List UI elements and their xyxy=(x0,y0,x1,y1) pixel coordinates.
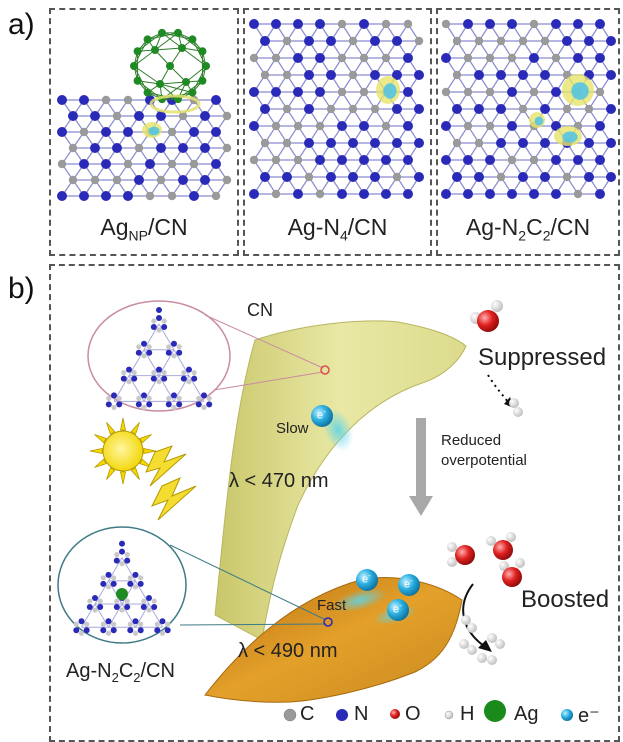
electron-fast-1 xyxy=(356,569,378,591)
panel-a-box-agn4 xyxy=(243,8,432,256)
ag-n2c2-cn-label: Ag-N2C2/CN xyxy=(66,660,175,685)
cn-leader-bottom xyxy=(213,371,324,391)
legend-e-label: e⁻ xyxy=(578,705,600,727)
suppressed-arrow xyxy=(487,374,509,403)
water-molecule xyxy=(499,558,525,587)
hydrogen-molecule xyxy=(459,615,505,665)
hydrogen-molecule xyxy=(509,398,523,417)
electron-fast-1-label: e- xyxy=(362,571,371,586)
panel-a-box-agn2c2 xyxy=(436,8,620,256)
slow-label: Slow xyxy=(276,420,309,437)
electron-fast-3-label: e- xyxy=(393,601,402,616)
charge-density-agn2c2-3 xyxy=(529,112,545,128)
ag-leader-top xyxy=(169,544,327,621)
legend-n-label: N xyxy=(354,703,369,725)
legend-o-sphere xyxy=(390,709,400,719)
charge-density-agnp xyxy=(142,122,162,138)
caption-agn2c2: Ag-N2C2/CN xyxy=(465,214,591,244)
legend-n-sphere xyxy=(336,709,348,721)
legend-ag-label: Ag xyxy=(514,703,539,725)
charge-density-agn2c2-1 xyxy=(562,74,594,106)
charge-density-agn4 xyxy=(376,76,400,104)
cn-zoom-point xyxy=(320,365,330,375)
cn-leader-top xyxy=(204,314,324,369)
lambda-bottom-label: λ < 490 nm xyxy=(238,640,338,662)
electron-slow-label: e- xyxy=(317,407,326,422)
caption-agnp: AgNP/CN xyxy=(100,214,188,244)
ag-zoom-circle xyxy=(57,526,187,644)
electron-fast-2 xyxy=(398,574,420,596)
agnp-lattice xyxy=(57,95,232,201)
water-molecule xyxy=(486,532,516,560)
boosted-arrow-head xyxy=(478,640,492,652)
cn-label: CN xyxy=(247,300,273,320)
electron-fast-3 xyxy=(387,599,409,621)
agn4-lattice xyxy=(249,19,424,199)
sun-icon xyxy=(89,417,157,485)
reduced-label-line2: overpotential xyxy=(441,452,527,469)
ag-leader-bottom xyxy=(179,623,327,626)
cn-zoom-circle xyxy=(87,300,231,412)
cn-band xyxy=(214,320,467,641)
caption-agn4: Ag-N4/CN xyxy=(287,214,388,244)
reduced-arrow-head xyxy=(409,496,433,516)
legend-e-sphere xyxy=(561,709,573,721)
electron-fast-2-label: e- xyxy=(404,576,413,591)
lightning-icon xyxy=(145,445,187,487)
legend-h-sphere xyxy=(444,710,454,720)
legend-o-label: O xyxy=(405,703,421,725)
boosted-arrow xyxy=(462,583,485,647)
panel-a-box-agnp xyxy=(49,8,239,256)
lightning-icon xyxy=(150,477,197,521)
charge-density-agn2c2-2 xyxy=(554,126,582,146)
cn-triazine-cluster xyxy=(105,307,213,410)
water-molecule xyxy=(470,300,503,332)
fast-label: Fast xyxy=(317,597,347,614)
water-molecule xyxy=(447,542,475,567)
panel-a-label: a) xyxy=(8,8,35,41)
boosted-label: Boosted xyxy=(521,586,610,613)
ag-nanoparticle xyxy=(130,28,210,114)
suppressed-label: Suppressed xyxy=(478,344,607,371)
legend-ag-sphere xyxy=(484,700,506,722)
ag-triazine-cluster xyxy=(73,540,171,636)
electron-trail xyxy=(332,587,388,613)
reduced-label-line1: Reduced xyxy=(441,432,502,449)
legend-c-label: C xyxy=(300,703,315,725)
legend-h-label: H xyxy=(460,703,475,725)
lambda-top-label: λ < 470 nm xyxy=(229,470,329,492)
electron-slow xyxy=(311,405,333,427)
legend-c-sphere xyxy=(283,708,297,722)
ag-zoom-point xyxy=(323,617,333,627)
panel-a-structures xyxy=(57,19,616,201)
reduced-arrow-shaft xyxy=(416,418,426,498)
panel-b-label: b) xyxy=(8,272,35,305)
